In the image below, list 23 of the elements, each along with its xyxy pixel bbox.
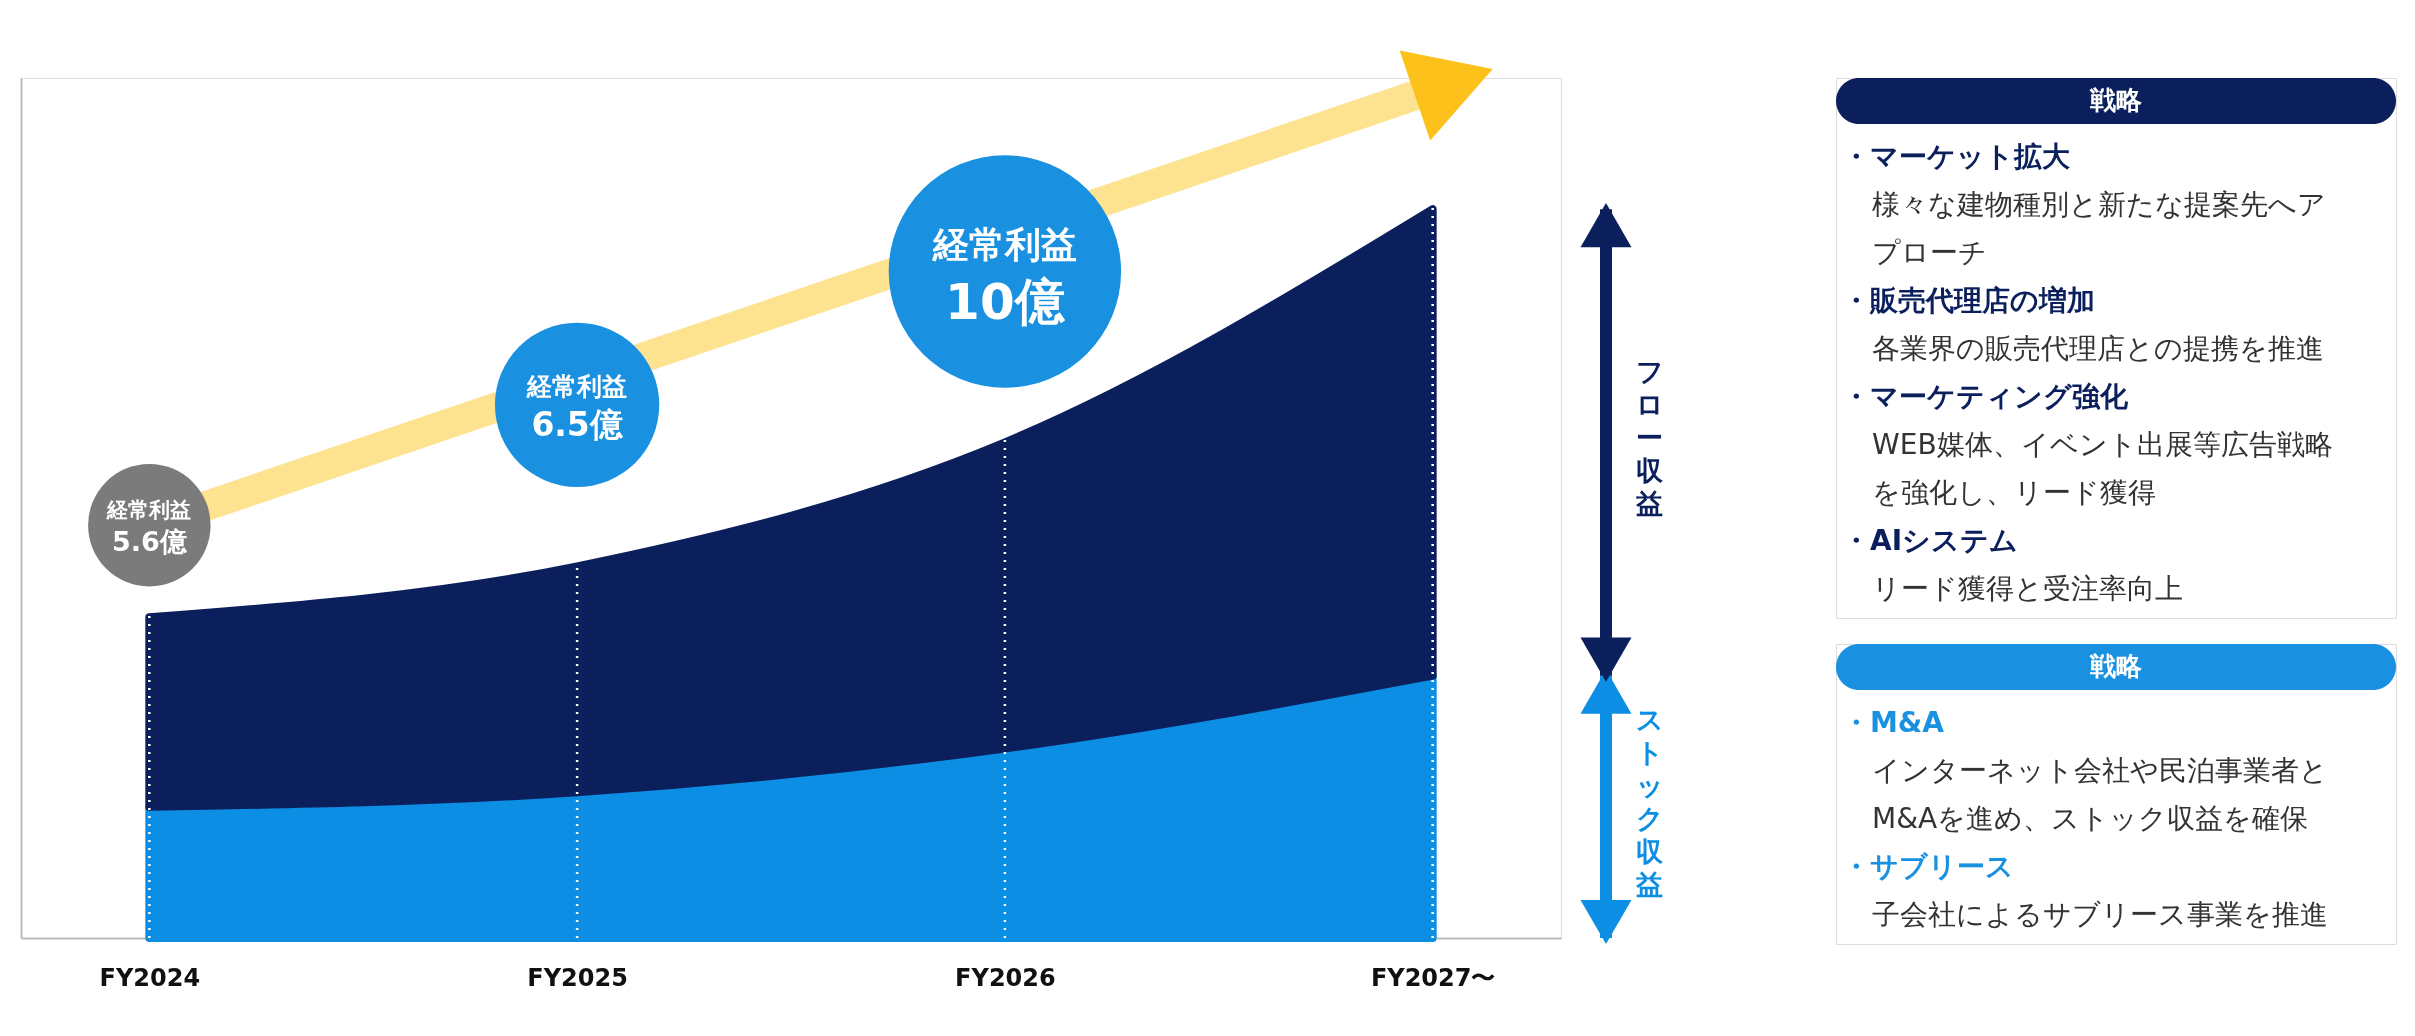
x-tick-label: FY2025 <box>527 963 628 992</box>
text: ストック収益 <box>1636 703 1664 900</box>
text: 様々な建物種別と新たな提案先へアプローチ <box>1872 188 2326 269</box>
text: 各業界の販売代理店との提携を推進 <box>1872 332 2324 365</box>
text: ・M&A <box>1842 706 1945 739</box>
annotation: 経常利益 10億 <box>931 224 1077 331</box>
text: ・マーケット拡大 <box>1842 140 2071 173</box>
text: インターネット会社や民泊事業者とM&Aを進め、ストック収益を確保 <box>1872 754 2328 835</box>
x-tick-label: FY2027〜 <box>1370 963 1496 992</box>
text: WEB媒体、イベント出展等広告戦略を強化し、リード獲得 <box>1872 428 2333 509</box>
annotation: 経常利益 5.6億 <box>106 497 192 557</box>
text: フロー収益 <box>1636 355 1664 519</box>
text: 戦略 <box>2089 85 2142 115</box>
text: リード獲得と受注率向上 <box>1872 572 2183 605</box>
annotation: 経常利益 6.5億 <box>526 372 628 445</box>
x-tick-label: FY2026 <box>955 963 1056 992</box>
text: ・AIシステム <box>1842 524 2019 557</box>
text: 子会社によるサブリース事業を推進 <box>1872 898 2328 931</box>
text: ・販売代理店の増加 <box>1842 284 2095 317</box>
x-tick-label: FY2024 <box>99 963 201 992</box>
text: 戦略 <box>2089 651 2142 681</box>
text: ・サブリース <box>1842 850 2014 883</box>
text: ・マーケティング強化 <box>1842 380 2129 413</box>
